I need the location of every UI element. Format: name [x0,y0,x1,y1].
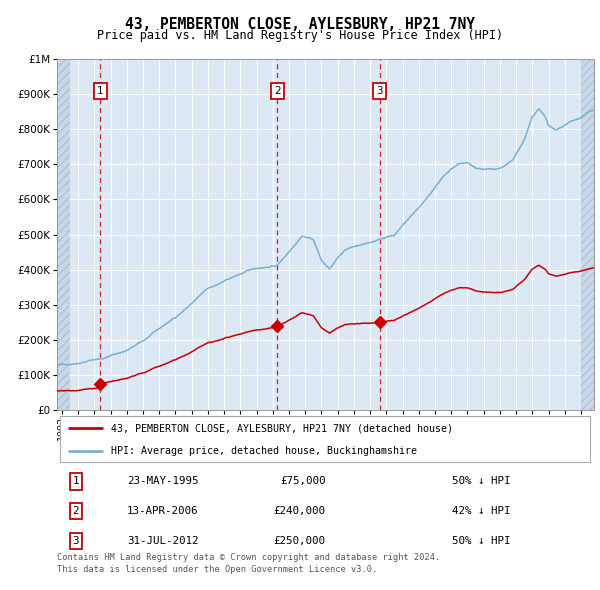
FancyBboxPatch shape [59,416,590,463]
Text: 42% ↓ HPI: 42% ↓ HPI [452,506,511,516]
Text: 23-MAY-1995: 23-MAY-1995 [127,477,199,487]
Text: 31-JUL-2012: 31-JUL-2012 [127,536,199,546]
Text: 2: 2 [274,86,281,96]
Text: 1: 1 [73,477,79,487]
Text: Price paid vs. HM Land Registry's House Price Index (HPI): Price paid vs. HM Land Registry's House … [97,30,503,42]
Bar [57,59,70,410]
Text: 3: 3 [73,536,79,546]
Text: HPI: Average price, detached house, Buckinghamshire: HPI: Average price, detached house, Buck… [111,446,416,456]
Bar [57,59,70,410]
Text: £250,000: £250,000 [274,536,325,546]
Text: 43, PEMBERTON CLOSE, AYLESBURY, HP21 7NY (detached house): 43, PEMBERTON CLOSE, AYLESBURY, HP21 7NY… [111,423,453,433]
Bar [581,59,594,410]
Text: 3: 3 [376,86,383,96]
Text: 43, PEMBERTON CLOSE, AYLESBURY, HP21 7NY: 43, PEMBERTON CLOSE, AYLESBURY, HP21 7NY [125,17,475,31]
Text: 1: 1 [97,86,104,96]
Bar [581,59,594,410]
Text: 50% ↓ HPI: 50% ↓ HPI [452,477,511,487]
Text: £240,000: £240,000 [274,506,325,516]
Text: 50% ↓ HPI: 50% ↓ HPI [452,536,511,546]
Text: £75,000: £75,000 [280,477,325,487]
Text: 2: 2 [73,506,79,516]
Text: 13-APR-2006: 13-APR-2006 [127,506,199,516]
Text: Contains HM Land Registry data © Crown copyright and database right 2024.: Contains HM Land Registry data © Crown c… [57,553,440,562]
Text: This data is licensed under the Open Government Licence v3.0.: This data is licensed under the Open Gov… [57,565,377,574]
